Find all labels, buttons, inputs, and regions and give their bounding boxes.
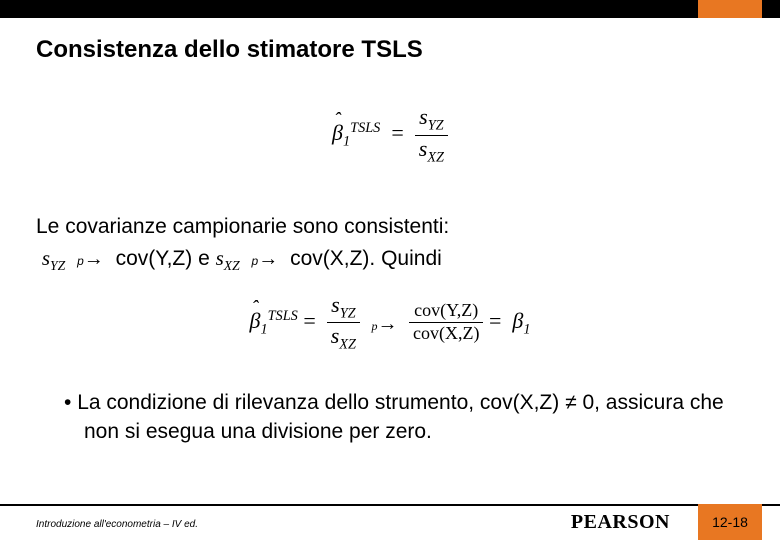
top-accent	[698, 0, 762, 18]
equation-2: β1TSLS = sYZ sXZ p→ cov(Y,Z) cov(X,Z) = …	[36, 292, 744, 354]
footer-citation: Introduzione all'econometria – IV ed.	[36, 519, 198, 530]
bullet-relevance: • La condizione di rilevanza dello strum…	[36, 388, 744, 447]
footer: Introduzione all'econometria – IV ed. PE…	[0, 504, 780, 540]
covariance-text: Le covarianze campionarie sono consisten…	[36, 212, 744, 275]
page-number: 12-18	[698, 504, 762, 540]
footer-divider	[0, 504, 780, 506]
top-bar	[0, 0, 780, 18]
publisher-logo: PEARSON	[571, 511, 670, 534]
slide-title: Consistenza dello stimatore TSLS	[36, 36, 744, 64]
slide-content: Consistenza dello stimatore TSLS β1TSLS …	[0, 18, 780, 446]
equation-1: β1TSLS = sYZ sXZ	[36, 104, 744, 166]
